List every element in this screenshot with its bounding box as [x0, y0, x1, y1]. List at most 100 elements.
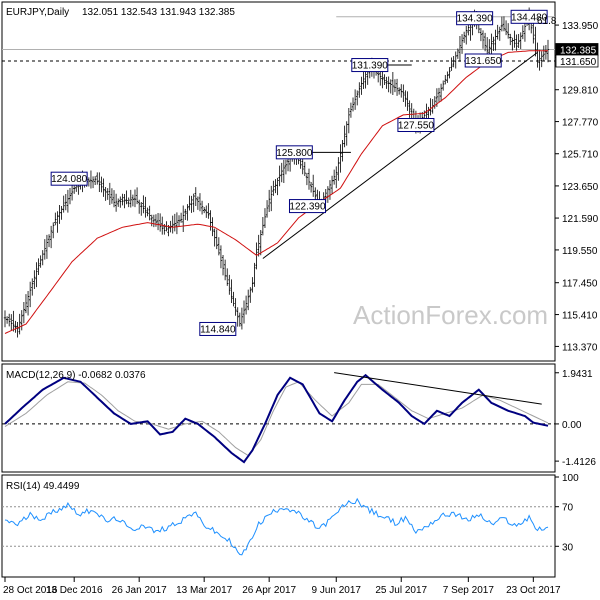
price-bar [502, 16, 506, 32]
price-bar [303, 161, 307, 176]
price-bar [129, 189, 132, 208]
price-bar [5, 316, 9, 324]
price-bar [441, 80, 445, 91]
price-bar [226, 268, 229, 286]
price-axis-marker-label: 131.650 [560, 57, 597, 68]
macd-panel-frame [1, 363, 556, 473]
price-bar [31, 278, 34, 296]
ohlc-readout: 132.051 132.543 131.943 132.385 [82, 7, 235, 18]
price-bar [112, 190, 116, 208]
price-bar [24, 294, 28, 314]
annotation-box [456, 11, 494, 26]
price-bar [343, 125, 346, 148]
annotation-box [50, 171, 88, 186]
price-bar [87, 177, 91, 187]
price-bar [481, 30, 485, 49]
price-bar [506, 23, 510, 39]
price-bar [33, 270, 36, 290]
price-bar [26, 291, 30, 316]
price-bar [186, 204, 189, 221]
price-bar [286, 158, 290, 172]
price-bar [253, 262, 256, 287]
price-bar [393, 79, 397, 93]
price-bar [280, 162, 283, 183]
price-axis-label: 123.650 [562, 182, 599, 193]
price-bar [202, 206, 206, 214]
price-bar [158, 213, 162, 232]
price-bar [307, 168, 311, 190]
price-bar [509, 33, 512, 46]
price-panel-frame [1, 1, 556, 362]
price-bar [431, 98, 434, 114]
axis-layer: 133.950131.890129.810127.770125.710123.6… [3, 21, 599, 596]
price-bar [207, 203, 210, 219]
price-bar [456, 48, 460, 59]
price-bar [137, 199, 141, 214]
annotation-label: 131.390 [352, 61, 389, 72]
price-bar [148, 205, 151, 221]
macd-axis-label: 0.00 [562, 420, 582, 431]
price-bar [72, 185, 76, 194]
price-bar [49, 225, 53, 249]
time-axis-label: 25 Jul 2017 [375, 585, 427, 596]
annotation-box [397, 118, 435, 133]
price-bar [282, 159, 286, 183]
price-bar [383, 74, 386, 86]
price-bar [144, 196, 147, 218]
price-bar [190, 195, 193, 213]
moving-average-line [4, 50, 548, 334]
price-bar [98, 172, 101, 192]
price-bar [171, 215, 174, 234]
time-axis-label: 13 Mar 2017 [176, 585, 233, 596]
annotation-label: 134.390 [457, 14, 494, 25]
price-bar [402, 84, 405, 103]
price-bar [135, 187, 139, 205]
price-axis-marker [555, 54, 599, 68]
price-axis-label: 113.370 [562, 342, 598, 353]
price-bar [106, 188, 109, 200]
price-bar [18, 313, 21, 335]
price-bar [274, 179, 277, 194]
price-bar [328, 180, 332, 200]
price-bar [10, 314, 13, 331]
price-bar [364, 70, 367, 89]
price-bar [339, 144, 342, 173]
price-bar [385, 76, 388, 89]
price-bar [140, 201, 143, 216]
price-bar [177, 215, 181, 227]
price-bar [444, 74, 447, 85]
price-bar [267, 189, 271, 213]
price-bar [251, 277, 254, 293]
macd-axis-label: -1.4126 [562, 457, 596, 468]
price-bar [217, 237, 221, 256]
price-bar [238, 312, 242, 327]
price-bar [62, 195, 65, 213]
price-bar [272, 180, 275, 196]
price-bar [483, 32, 487, 52]
price-bar [542, 45, 546, 61]
price-bar [458, 35, 462, 62]
price-axis-marker-label: 132.385 [560, 46, 597, 57]
price-bar [43, 239, 47, 260]
price-bar [236, 307, 239, 327]
price-bar [64, 193, 67, 211]
price-bar [301, 157, 304, 175]
price-bar [521, 25, 525, 40]
price-trendline [262, 52, 538, 259]
annotation-box [199, 321, 237, 336]
price-bar [351, 97, 355, 112]
price-bar [381, 71, 384, 89]
price-bar [261, 217, 265, 236]
price-bar [362, 71, 365, 90]
price-bar [205, 205, 208, 218]
price-bar [110, 188, 114, 204]
price-axis-label: 121.590 [562, 214, 599, 225]
price-bar [242, 300, 246, 324]
time-axis-label: 13 Dec 2016 [46, 585, 103, 596]
price-bar [179, 212, 183, 223]
price-bar [515, 34, 518, 51]
price-bar [259, 230, 262, 256]
price-axis-label: 117.450 [562, 279, 598, 290]
price-bar [389, 79, 392, 94]
annotation-label: 127.550 [398, 121, 435, 132]
